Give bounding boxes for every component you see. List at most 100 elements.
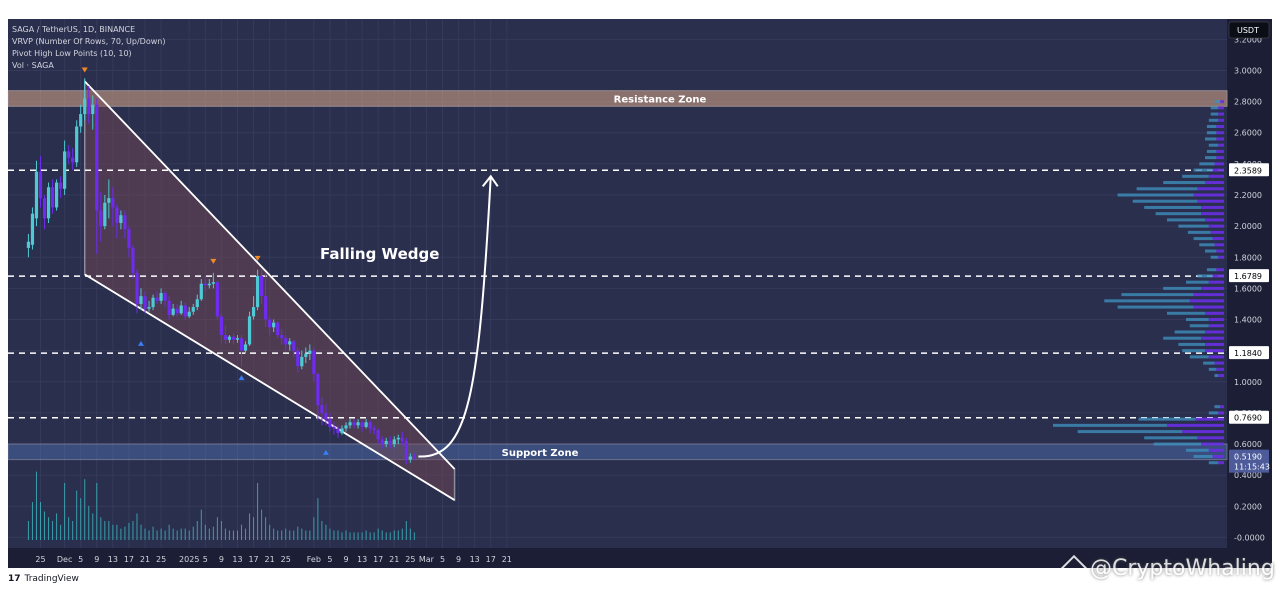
volume-profile-row-down xyxy=(1197,187,1224,191)
volume-profile-row-down xyxy=(1216,156,1224,160)
candle-body xyxy=(276,322,280,336)
tradingview-footer: 17 TradingView xyxy=(8,574,79,584)
x-tick-label: 17 xyxy=(124,555,134,564)
volume-profile-row-down xyxy=(1218,461,1224,465)
candle-body xyxy=(34,171,39,219)
y-tick-label: 2.8000 xyxy=(1234,98,1262,107)
volume-profile-row-up xyxy=(1138,417,1196,421)
candle-body xyxy=(75,126,79,163)
volume-profile-row-up xyxy=(1182,174,1209,178)
x-tick-label: 17 xyxy=(486,555,496,564)
volume-profile-row-down xyxy=(1212,168,1224,172)
volume-profile-row-down xyxy=(1220,405,1224,409)
volume-profile-row-down xyxy=(1197,436,1224,440)
volume-profile-row-down xyxy=(1201,442,1224,446)
candle-body xyxy=(107,198,111,203)
candle-body xyxy=(400,437,404,441)
volume-profile-row-down xyxy=(1197,199,1224,203)
currency-label: USDT xyxy=(1237,26,1259,35)
volume-profile-row-up xyxy=(1205,156,1217,160)
volume-profile-row-down xyxy=(1205,311,1224,315)
wedge-upper-line[interactable] xyxy=(84,80,456,470)
y-tick-label: 0.4000 xyxy=(1234,471,1262,480)
candle-body xyxy=(308,350,312,354)
support-zone-label: Support Zone xyxy=(502,448,579,459)
volume-profile-row-up xyxy=(1205,137,1217,141)
volume-profile-row-down xyxy=(1214,243,1224,247)
volume-profile-row-down xyxy=(1208,448,1224,452)
candle-body xyxy=(207,283,211,286)
candle-body xyxy=(123,215,127,230)
volume-profile-row-down xyxy=(1205,330,1224,334)
candle-body xyxy=(352,422,356,426)
pivot-high-marker xyxy=(210,258,217,264)
candle-body xyxy=(191,307,195,312)
y-tick-label: 3.0000 xyxy=(1234,66,1262,75)
candle-body xyxy=(247,316,252,345)
candle-body xyxy=(195,299,199,308)
candle-body xyxy=(368,422,372,429)
x-tick-label: 5 xyxy=(440,555,445,564)
volume-profile-row-down xyxy=(1193,293,1224,297)
x-tick-label: 25 xyxy=(281,555,291,564)
volume-profile-row-down xyxy=(1218,112,1224,116)
candle-body xyxy=(243,344,248,351)
volume-profile-row-down xyxy=(1216,131,1224,135)
currency-button[interactable] xyxy=(1228,21,1270,39)
wedge-lower-line[interactable] xyxy=(84,273,456,501)
volume-profile-row-up xyxy=(1199,162,1215,166)
volume-profile-row-down xyxy=(1208,324,1224,328)
candle-body xyxy=(320,405,324,413)
volume-profile-row-up xyxy=(1167,311,1205,315)
resistance-zone-label: Resistance Zone xyxy=(614,94,707,105)
candle-body xyxy=(26,241,31,248)
watermark: @CryptoWhaling xyxy=(1059,554,1275,583)
volume-profile-row-down xyxy=(1216,125,1224,129)
projection-arrow-head-icon xyxy=(481,174,499,187)
volume-profile-row-down xyxy=(1205,181,1224,185)
candle-body xyxy=(30,213,35,245)
candle-body xyxy=(151,297,155,308)
x-tick-label: Mar xyxy=(419,555,435,564)
candle-body xyxy=(336,428,340,434)
candle-body xyxy=(360,422,364,427)
volume-profile-row-up xyxy=(1163,336,1202,340)
candle-body xyxy=(103,202,107,227)
volume-profile-row-up xyxy=(1189,324,1209,328)
candle-body xyxy=(155,297,159,301)
price-level-tag xyxy=(1229,410,1269,424)
volume-profile-row-up xyxy=(1199,243,1215,247)
candle-body xyxy=(219,316,223,336)
volume-profile-row-up xyxy=(1167,218,1205,222)
candle-body xyxy=(376,430,380,440)
volume-profile-row-down xyxy=(1208,355,1224,359)
resistance-zone[interactable] xyxy=(7,90,1228,107)
price-level-text: 1.1840 xyxy=(1234,349,1262,358)
x-tick-label: 21 xyxy=(389,555,399,564)
volume-profile-row-up xyxy=(1144,436,1198,440)
volume-profile-row-up xyxy=(1155,212,1202,216)
y-tick-label: 2.2000 xyxy=(1234,191,1262,200)
volume-profile-row-up xyxy=(1210,112,1219,116)
volume-profile-row-down xyxy=(1210,230,1224,234)
projection-arrow[interactable] xyxy=(418,176,492,458)
x-tick-label: 25 xyxy=(156,555,166,564)
price-level-text: 1.6789 xyxy=(1234,272,1262,281)
x-tick-label: 9 xyxy=(343,555,348,564)
candle-body xyxy=(344,425,348,429)
candle-body xyxy=(268,319,272,328)
plot-background[interactable] xyxy=(8,19,1227,548)
candle-body xyxy=(183,305,187,317)
candle-body xyxy=(272,322,276,328)
candle-body xyxy=(384,440,388,445)
volume-profile-row-up xyxy=(1208,461,1219,465)
candle-body xyxy=(127,229,131,248)
support-zone[interactable] xyxy=(7,443,1228,461)
y-tick-label: 1.8000 xyxy=(1234,253,1262,262)
volume-profile-row-up xyxy=(1193,168,1213,172)
candle-body xyxy=(312,350,316,374)
candle-body xyxy=(324,412,328,420)
volume-profile-row-up xyxy=(1186,318,1209,322)
